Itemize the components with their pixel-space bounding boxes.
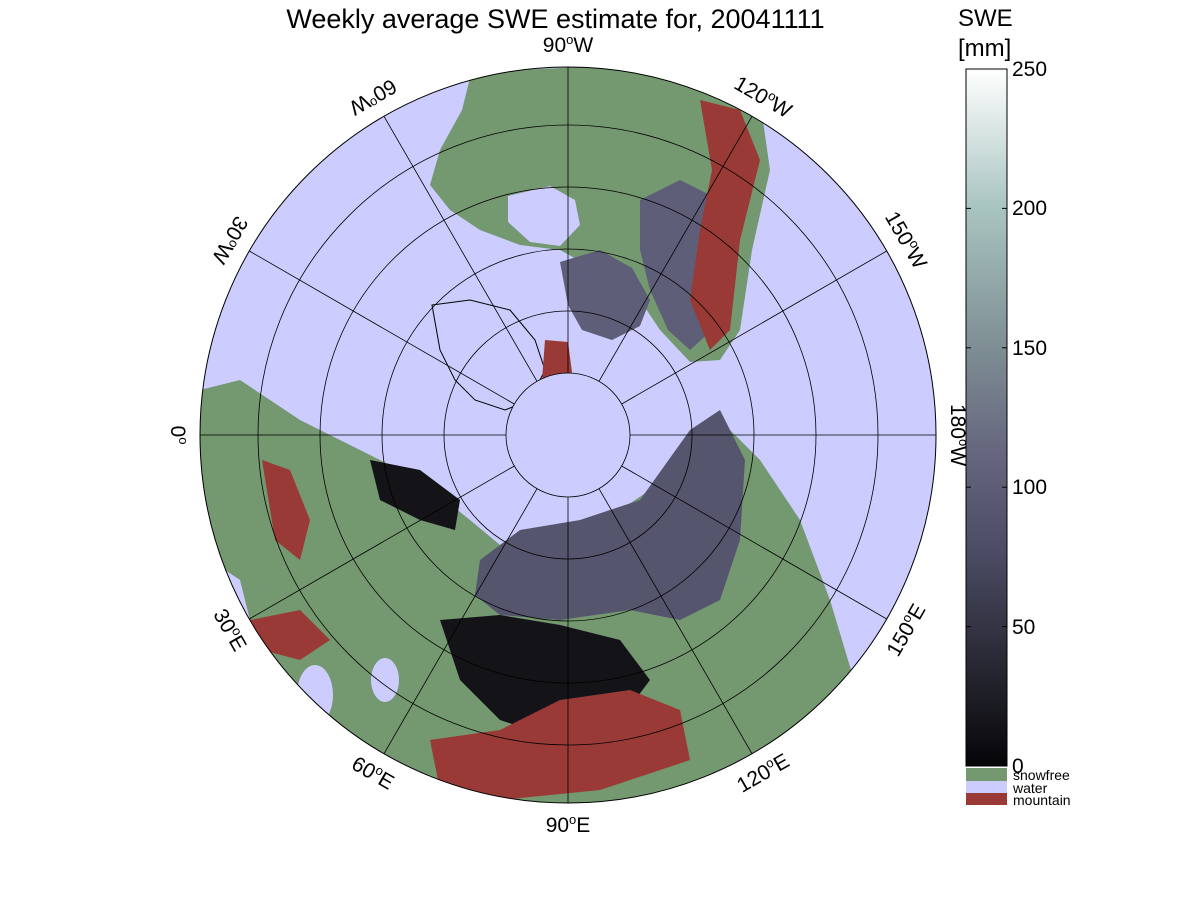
rocky-mountains <box>690 100 760 350</box>
lon-label: 90oW <box>542 32 594 57</box>
meridian-line <box>598 488 753 754</box>
category-label-water: water <box>1013 780 1048 796</box>
colorbar-unit-mm: [mm] <box>958 35 1012 62</box>
map-title: Weekly average SWE estimate for, 2004111… <box>286 4 825 34</box>
lon-label: 0o <box>166 425 191 445</box>
meridian-line <box>249 465 515 620</box>
meridian-line <box>249 250 515 405</box>
arctic-ocean <box>506 373 630 497</box>
swatch-mountain <box>966 793 1007 805</box>
colorbar-tick-label: 150 <box>1012 336 1048 360</box>
colorbar-unit: SWE [mm] <box>958 4 1013 64</box>
arctic-archipelago <box>560 250 650 340</box>
meridian-line <box>598 116 753 382</box>
meridian-line <box>383 116 538 382</box>
category-label-mountain: mountain <box>1013 792 1071 808</box>
colorbar-tick-marks <box>966 68 1007 767</box>
colorbar-tick-label: 50 <box>1012 615 1036 639</box>
black-sea <box>297 665 333 725</box>
swatch-water <box>966 781 1007 793</box>
hudson-bay <box>508 186 580 246</box>
meridian-line <box>383 488 538 754</box>
meridian-line <box>621 250 887 405</box>
colorbar-tick-label: 250 <box>1012 58 1048 81</box>
alps-mountains <box>250 610 330 660</box>
colorbar-gradient <box>965 68 1008 767</box>
caspian-sea <box>371 658 399 702</box>
scandinavia-mountains <box>262 460 310 560</box>
map-border <box>199 66 937 804</box>
meridian-line <box>621 465 887 620</box>
siberia-snow <box>475 410 745 620</box>
lon-label: 90oE <box>545 812 591 837</box>
lon-label: 180oW <box>946 403 971 467</box>
swatch-snowfree <box>966 768 1007 781</box>
colorbar-tick-label: 0 <box>1012 755 1024 778</box>
colorbar <box>965 68 1008 805</box>
colorbar-tick-label: 200 <box>1012 197 1048 221</box>
category-label-snowfree: snowfree <box>1013 767 1070 783</box>
graticule <box>200 67 936 803</box>
scandinavia-snow <box>370 460 460 530</box>
colorbar-tick-label: 100 <box>1012 476 1048 500</box>
colorbar-unit-quantity: SWE <box>958 5 1013 32</box>
